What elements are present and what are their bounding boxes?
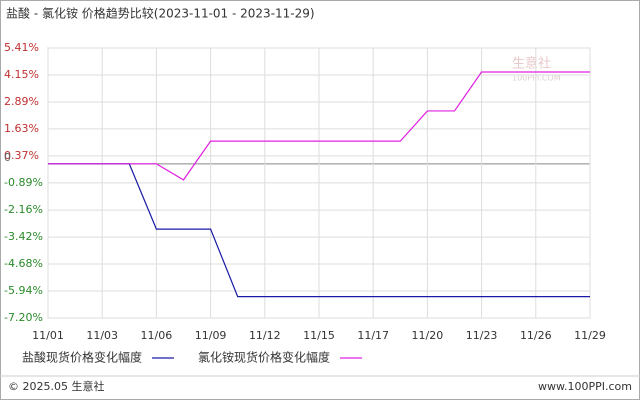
y-tick-label: -4.68% [4, 257, 43, 270]
series-line [48, 163, 590, 298]
y-tick-label: -7.20% [4, 311, 43, 324]
x-tick-label: 11/12 [249, 329, 281, 342]
x-tick-label: 11/06 [141, 329, 173, 342]
y-tick-label: -2.16% [4, 203, 43, 216]
x-tick-label: 11/20 [412, 329, 444, 342]
legend-label: 盐酸现货价格变化幅度 [22, 350, 142, 365]
x-tick-label: 11/15 [303, 329, 335, 342]
x-tick-label: 11/29 [574, 329, 606, 342]
x-tick-label: 11/23 [466, 329, 498, 342]
y-tick-label: 4.15% [4, 68, 39, 81]
footer-left: © 2025.05 生意社 [8, 379, 104, 393]
x-tick-label: 11/03 [86, 329, 118, 342]
x-tick-label: 11/09 [195, 329, 227, 342]
y-tick-label: 0 [4, 151, 11, 164]
chart-title: 盐酸 - 氯化铵 价格趋势比较(2023-11-01 - 2023-11-29) [6, 6, 315, 21]
legend-label: 氯化铵现货价格变化幅度 [198, 350, 330, 365]
footer-right: www.100PPI.com [538, 380, 632, 393]
x-tick-label: 11/26 [520, 329, 552, 342]
x-tick-label: 11/17 [357, 329, 389, 342]
y-tick-label: 0.37% [4, 149, 39, 162]
y-tick-label: -5.94% [4, 284, 43, 297]
y-tick-label: 5.41% [4, 41, 39, 54]
watermark: 生意社 [512, 56, 551, 72]
y-tick-label: 1.63% [4, 122, 39, 135]
watermark: 100PPI.COM [512, 74, 561, 83]
y-tick-label: -0.89% [4, 176, 43, 189]
x-tick-label: 11/01 [32, 329, 64, 342]
series-line [48, 71, 590, 181]
y-tick-label: 2.89% [4, 95, 39, 108]
y-tick-label: -3.42% [4, 230, 43, 243]
